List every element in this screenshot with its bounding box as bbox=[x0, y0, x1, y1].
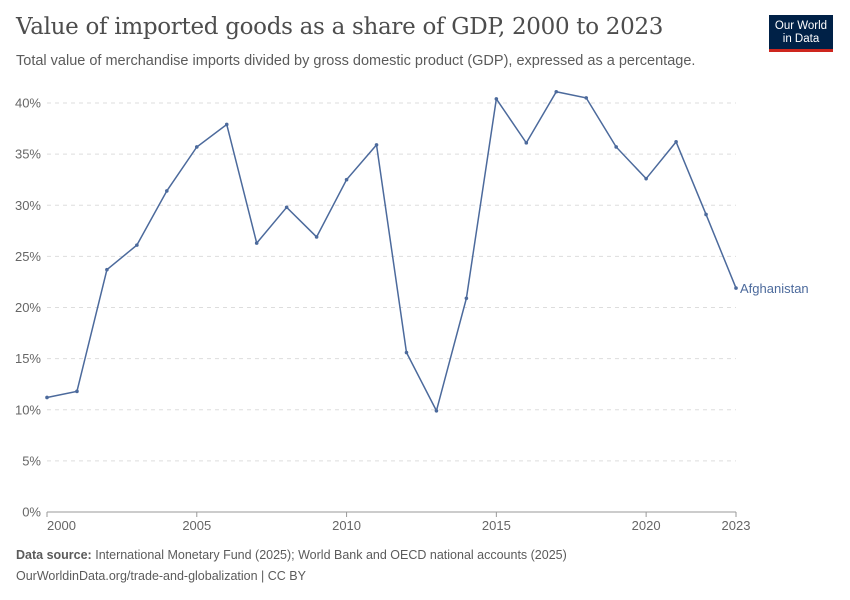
y-tick-label: 10% bbox=[15, 402, 41, 417]
footer-url[interactable]: OurWorldinData.org/trade-and-globalizati… bbox=[16, 569, 306, 583]
data-point bbox=[404, 350, 409, 355]
chart-title: Value of imported goods as a share of GD… bbox=[16, 14, 664, 40]
x-tick-label: 2005 bbox=[182, 518, 211, 533]
data-point bbox=[554, 89, 559, 94]
x-tick-label: 2000 bbox=[47, 518, 76, 533]
data-source: Data source: International Monetary Fund… bbox=[16, 548, 567, 562]
x-tick-label: 2015 bbox=[482, 518, 511, 533]
data-point bbox=[314, 235, 319, 239]
source-label: Data source: bbox=[16, 548, 92, 562]
y-tick-label: 25% bbox=[15, 249, 41, 264]
y-tick-label: 35% bbox=[15, 147, 41, 162]
data-point bbox=[464, 296, 469, 301]
data-point bbox=[194, 145, 199, 149]
data-point bbox=[374, 143, 379, 147]
logo-text: Our World in Data bbox=[774, 20, 828, 45]
y-tick-label: 20% bbox=[15, 300, 41, 315]
chart-subtitle: Total value of merchandise imports divid… bbox=[16, 53, 696, 69]
x-tick-label: 2020 bbox=[632, 518, 661, 533]
data-point bbox=[614, 145, 618, 149]
owid-logo[interactable]: Our World in Data bbox=[769, 15, 833, 52]
data-point bbox=[135, 243, 139, 247]
data-point bbox=[75, 389, 79, 394]
y-tick-label: 5% bbox=[22, 453, 41, 468]
data-point bbox=[165, 189, 169, 193]
x-tick-label: 2023 bbox=[722, 518, 751, 533]
y-tick-label: 40% bbox=[15, 96, 41, 111]
data-point bbox=[674, 140, 678, 144]
data-point bbox=[494, 97, 499, 101]
x-tick-label: 2010 bbox=[332, 518, 361, 533]
data-point bbox=[45, 395, 49, 400]
data-point bbox=[524, 141, 529, 145]
y-tick-label: 0% bbox=[22, 505, 41, 520]
data-point bbox=[584, 96, 589, 100]
y-tick-label: 30% bbox=[15, 198, 41, 213]
data-point bbox=[254, 241, 259, 245]
data-point bbox=[434, 408, 439, 413]
data-point bbox=[224, 122, 229, 127]
data-point bbox=[284, 205, 289, 210]
y-tick-label: 15% bbox=[15, 351, 41, 366]
data-point bbox=[344, 177, 349, 182]
data-point bbox=[704, 212, 708, 217]
data-point bbox=[105, 267, 109, 272]
data-point bbox=[734, 286, 738, 290]
source-text: International Monetary Fund (2025); Worl… bbox=[95, 548, 567, 562]
data-point bbox=[644, 176, 648, 181]
series-label: Afghanistan bbox=[740, 281, 809, 296]
series-line bbox=[46, 90, 737, 413]
